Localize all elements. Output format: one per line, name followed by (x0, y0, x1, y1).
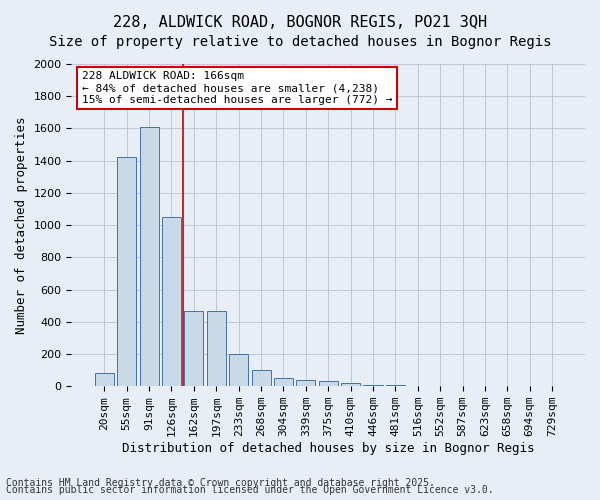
Bar (341, 383, 360, 386)
Bar (95, 374, 114, 386)
Bar (364, 384, 383, 386)
Bar (296, 380, 316, 386)
Bar (117, 158, 136, 386)
X-axis label: Distribution of detached houses by size in Bognor Regis: Distribution of detached houses by size … (122, 442, 535, 455)
Bar (207, 310, 226, 386)
Bar (274, 378, 293, 386)
Bar (184, 310, 203, 386)
Y-axis label: Number of detached properties: Number of detached properties (15, 116, 28, 334)
Text: 228 ALDWICK ROAD: 166sqm
← 84% of detached houses are smaller (4,238)
15% of sem: 228 ALDWICK ROAD: 166sqm ← 84% of detach… (82, 72, 392, 104)
Bar (319, 382, 338, 386)
Text: Contains public sector information licensed under the Open Government Licence v3: Contains public sector information licen… (6, 485, 494, 495)
Text: Size of property relative to detached houses in Bognor Regis: Size of property relative to detached ho… (49, 35, 551, 49)
Bar (140, 127, 158, 386)
Text: 228, ALDWICK ROAD, BOGNOR REGIS, PO21 3QH: 228, ALDWICK ROAD, BOGNOR REGIS, PO21 3Q… (113, 15, 487, 30)
Text: Contains HM Land Registry data © Crown copyright and database right 2025.: Contains HM Land Registry data © Crown c… (6, 478, 435, 488)
Bar (229, 354, 248, 386)
Bar (251, 370, 271, 386)
Bar (162, 217, 181, 386)
